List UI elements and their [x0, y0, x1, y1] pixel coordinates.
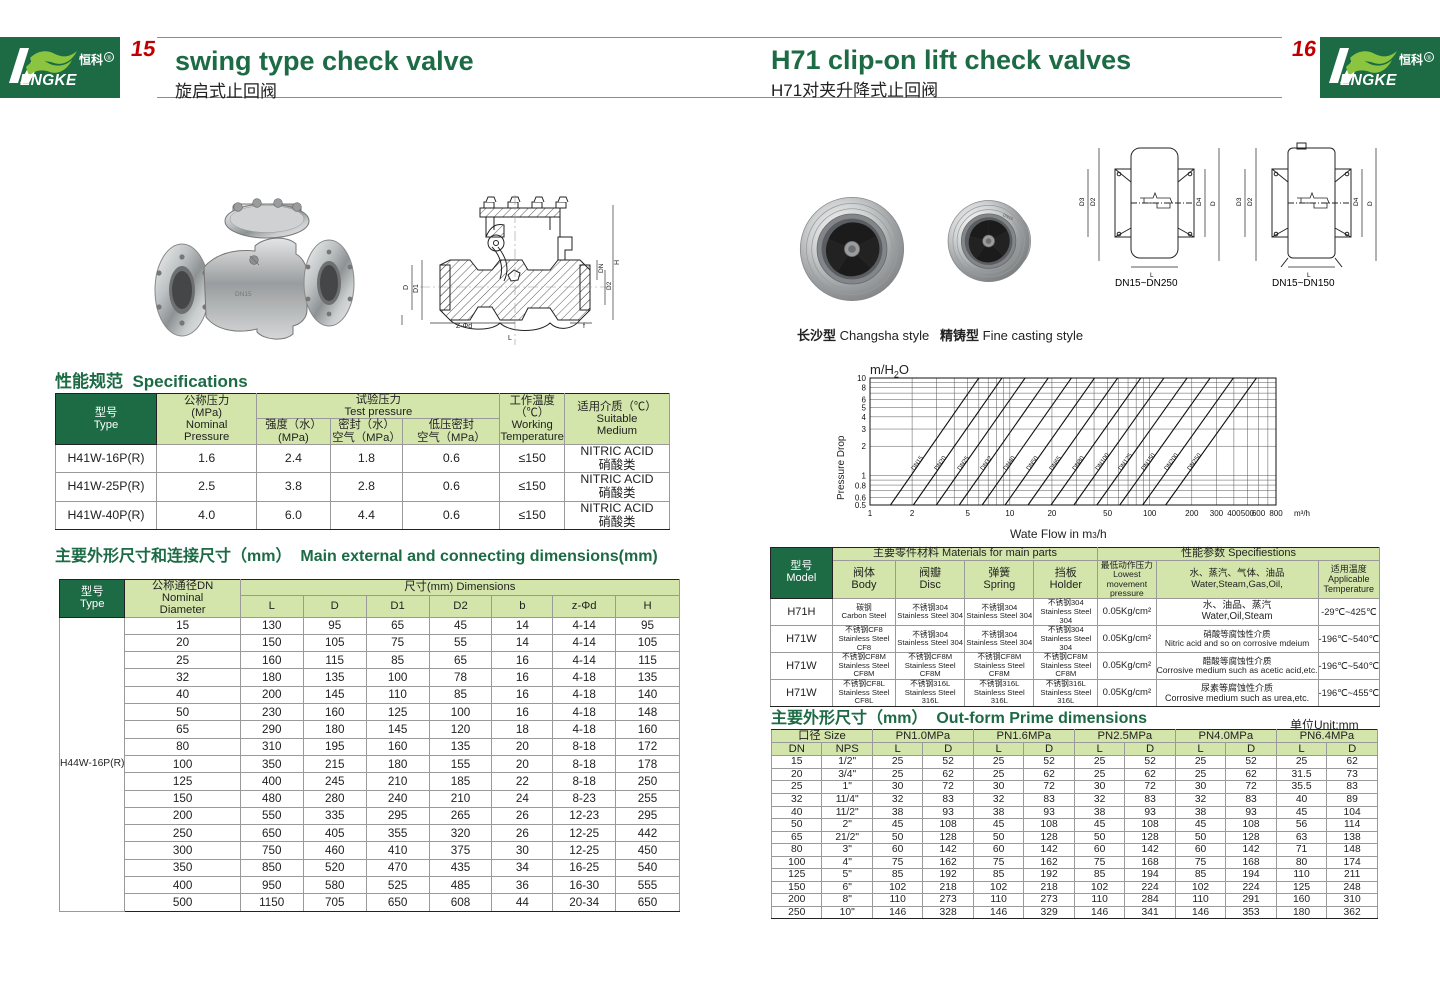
svg-text:恒科: 恒科: [79, 52, 103, 67]
svg-text:400: 400: [1227, 509, 1241, 518]
svg-text:DN15~DN150: DN15~DN150: [1272, 278, 1335, 289]
svg-text:DN200: DN200: [1163, 452, 1180, 472]
svg-text:D2: D2: [606, 281, 613, 290]
svg-text:ENGKE: ENGKE: [1340, 72, 1397, 89]
svg-text:8: 8: [862, 384, 867, 393]
svg-text:DN25: DN25: [956, 454, 971, 471]
svg-text:b: b: [400, 319, 402, 323]
svg-text:5: 5: [862, 403, 867, 412]
svg-text:100: 100: [1143, 509, 1157, 518]
svg-text:DN50: DN50: [1025, 454, 1040, 471]
svg-text:DN80: DN80: [1071, 454, 1086, 471]
svg-text:3: 3: [862, 425, 867, 434]
svg-text:DN: DN: [598, 263, 605, 273]
svg-text:10: 10: [1005, 509, 1014, 518]
svg-text:Z-Φd: Z-Φd: [456, 323, 472, 330]
svg-text:D: D: [1367, 201, 1374, 206]
svg-text:1: 1: [862, 472, 867, 481]
svg-text:4: 4: [862, 413, 867, 422]
svg-text:DN15~DN250: DN15~DN250: [1115, 278, 1178, 289]
svg-text:DN65: DN65: [1048, 454, 1063, 471]
svg-text:0.8: 0.8: [855, 482, 867, 491]
svg-text:0.6: 0.6: [855, 493, 867, 502]
svg-text:10: 10: [857, 374, 866, 383]
svg-text:H: H: [614, 260, 621, 265]
svg-text:DN32: DN32: [979, 454, 994, 471]
svg-text:600: 600: [1252, 509, 1266, 518]
svg-text:D3: D3: [1236, 197, 1243, 206]
svg-text:DN15: DN15: [910, 454, 925, 471]
svg-text:DN15: DN15: [235, 291, 252, 298]
svg-text:DN100: DN100: [1094, 452, 1111, 472]
svg-text:1: 1: [868, 509, 873, 518]
svg-text:L: L: [508, 335, 512, 342]
svg-text:D4: D4: [1353, 197, 1360, 206]
svg-text:f: f: [583, 323, 585, 330]
svg-text:DN250: DN250: [1186, 452, 1203, 472]
svg-text:2: 2: [862, 442, 867, 451]
svg-text:300: 300: [1210, 509, 1224, 518]
svg-text:D2: D2: [1090, 197, 1097, 206]
svg-text:2: 2: [910, 509, 915, 518]
svg-text:6: 6: [862, 396, 867, 405]
svg-text:D: D: [1210, 201, 1217, 206]
svg-text:20: 20: [1047, 509, 1056, 518]
svg-text:D2: D2: [1247, 197, 1254, 206]
svg-text:D: D: [403, 285, 410, 290]
svg-text:DN125: DN125: [1117, 452, 1134, 472]
svg-text:0.5: 0.5: [855, 501, 867, 510]
svg-text:800: 800: [1269, 509, 1283, 518]
svg-text:DN150: DN150: [1140, 452, 1157, 472]
svg-text:ENGKE: ENGKE: [20, 72, 77, 89]
svg-text:®: ®: [107, 54, 112, 62]
svg-text:200: 200: [1185, 509, 1199, 518]
svg-text:DN40: DN40: [1002, 454, 1017, 471]
svg-text:D3: D3: [1079, 197, 1086, 206]
svg-text:恒科: 恒科: [1399, 52, 1423, 67]
svg-text:®: ®: [1427, 54, 1432, 62]
svg-text:m³/h: m³/h: [1294, 509, 1310, 518]
svg-text:D4: D4: [1196, 197, 1203, 206]
svg-text:D1: D1: [413, 284, 420, 293]
svg-text:50: 50: [1103, 509, 1112, 518]
svg-text:DN20: DN20: [933, 454, 948, 471]
svg-text:5: 5: [966, 509, 971, 518]
